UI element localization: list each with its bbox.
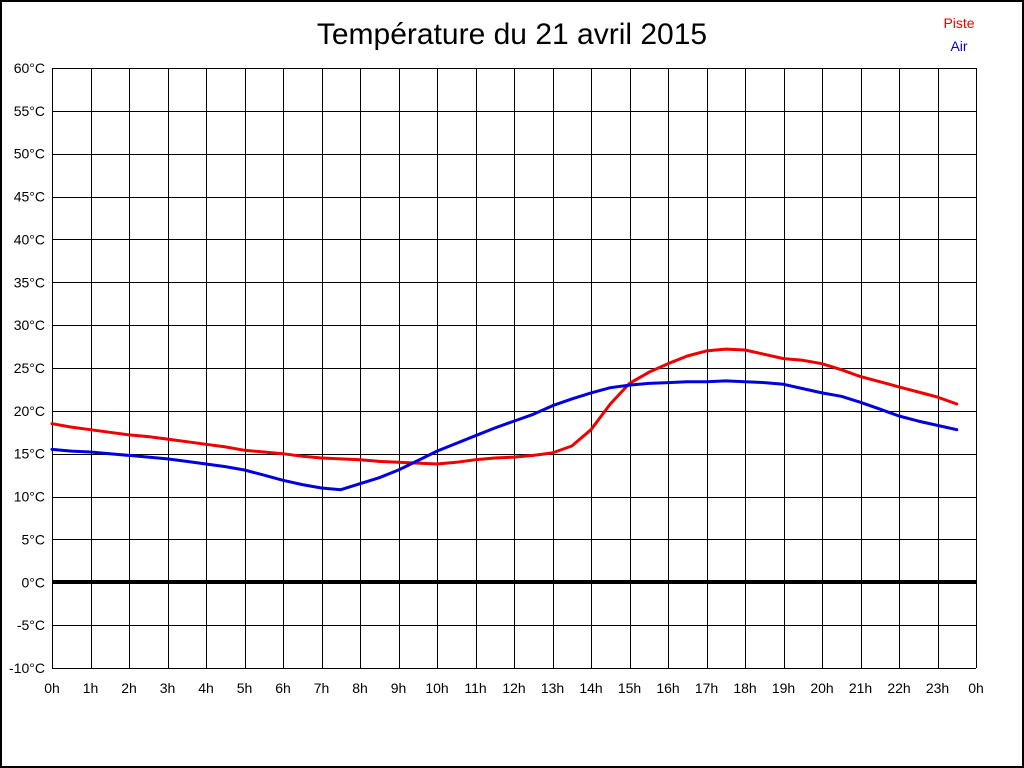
legend-item-piste: Piste <box>943 15 975 31</box>
x-tick-label: 21h <box>849 680 872 696</box>
y-tick-label: 40°C <box>14 231 45 247</box>
y-tick-label: -10°C <box>9 660 45 676</box>
x-tick-label: 23h <box>926 680 949 696</box>
x-tick-label: 7h <box>314 680 330 696</box>
x-tick-label: 3h <box>160 680 176 696</box>
y-tick-label: -5°C <box>17 617 45 633</box>
x-tick-label: 9h <box>391 680 407 696</box>
y-tick-label: 60°C <box>14 60 45 76</box>
x-tick-label: 14h <box>579 680 602 696</box>
x-tick-label: 10h <box>425 680 448 696</box>
x-tick-label: 17h <box>695 680 718 696</box>
x-tick-label: 5h <box>237 680 253 696</box>
y-tick-label: 35°C <box>14 274 45 290</box>
x-tick-label: 8h <box>352 680 368 696</box>
x-tick-label: 13h <box>541 680 564 696</box>
x-tick-label: 4h <box>198 680 214 696</box>
y-tick-label: 0°C <box>22 574 46 590</box>
x-tick-label: 15h <box>618 680 641 696</box>
x-tick-label: 1h <box>83 680 99 696</box>
y-tick-label: 50°C <box>14 146 45 162</box>
x-tick-label: 19h <box>772 680 795 696</box>
y-tick-label: 45°C <box>14 189 45 205</box>
x-tick-label: 12h <box>502 680 525 696</box>
y-tick-label: 55°C <box>14 103 45 119</box>
x-tick-label: 6h <box>275 680 291 696</box>
x-tick-label: 11h <box>464 680 486 696</box>
legend: Piste Air <box>924 12 994 58</box>
x-tick-label: 18h <box>733 680 756 696</box>
x-tick-label: 22h <box>887 680 910 696</box>
chart-title: Température du 21 avril 2015 <box>316 18 708 51</box>
x-tick-label: 0h <box>968 680 984 696</box>
x-tick-label: 16h <box>656 680 679 696</box>
x-tick-label: 2h <box>121 680 137 696</box>
y-tick-label: 20°C <box>14 403 45 419</box>
x-tick-label: 0h <box>44 680 60 696</box>
series-line-air <box>50 379 959 492</box>
y-tick-label: 5°C <box>22 531 46 547</box>
y-tick-label: 25°C <box>14 360 45 376</box>
y-tick-label: 15°C <box>14 446 45 462</box>
y-tick-label: 30°C <box>14 317 45 333</box>
y-tick-label: 10°C <box>14 489 45 505</box>
series-line-piste <box>50 347 959 466</box>
x-tick-label: 20h <box>810 680 833 696</box>
legend-item-air: Air <box>950 38 968 54</box>
